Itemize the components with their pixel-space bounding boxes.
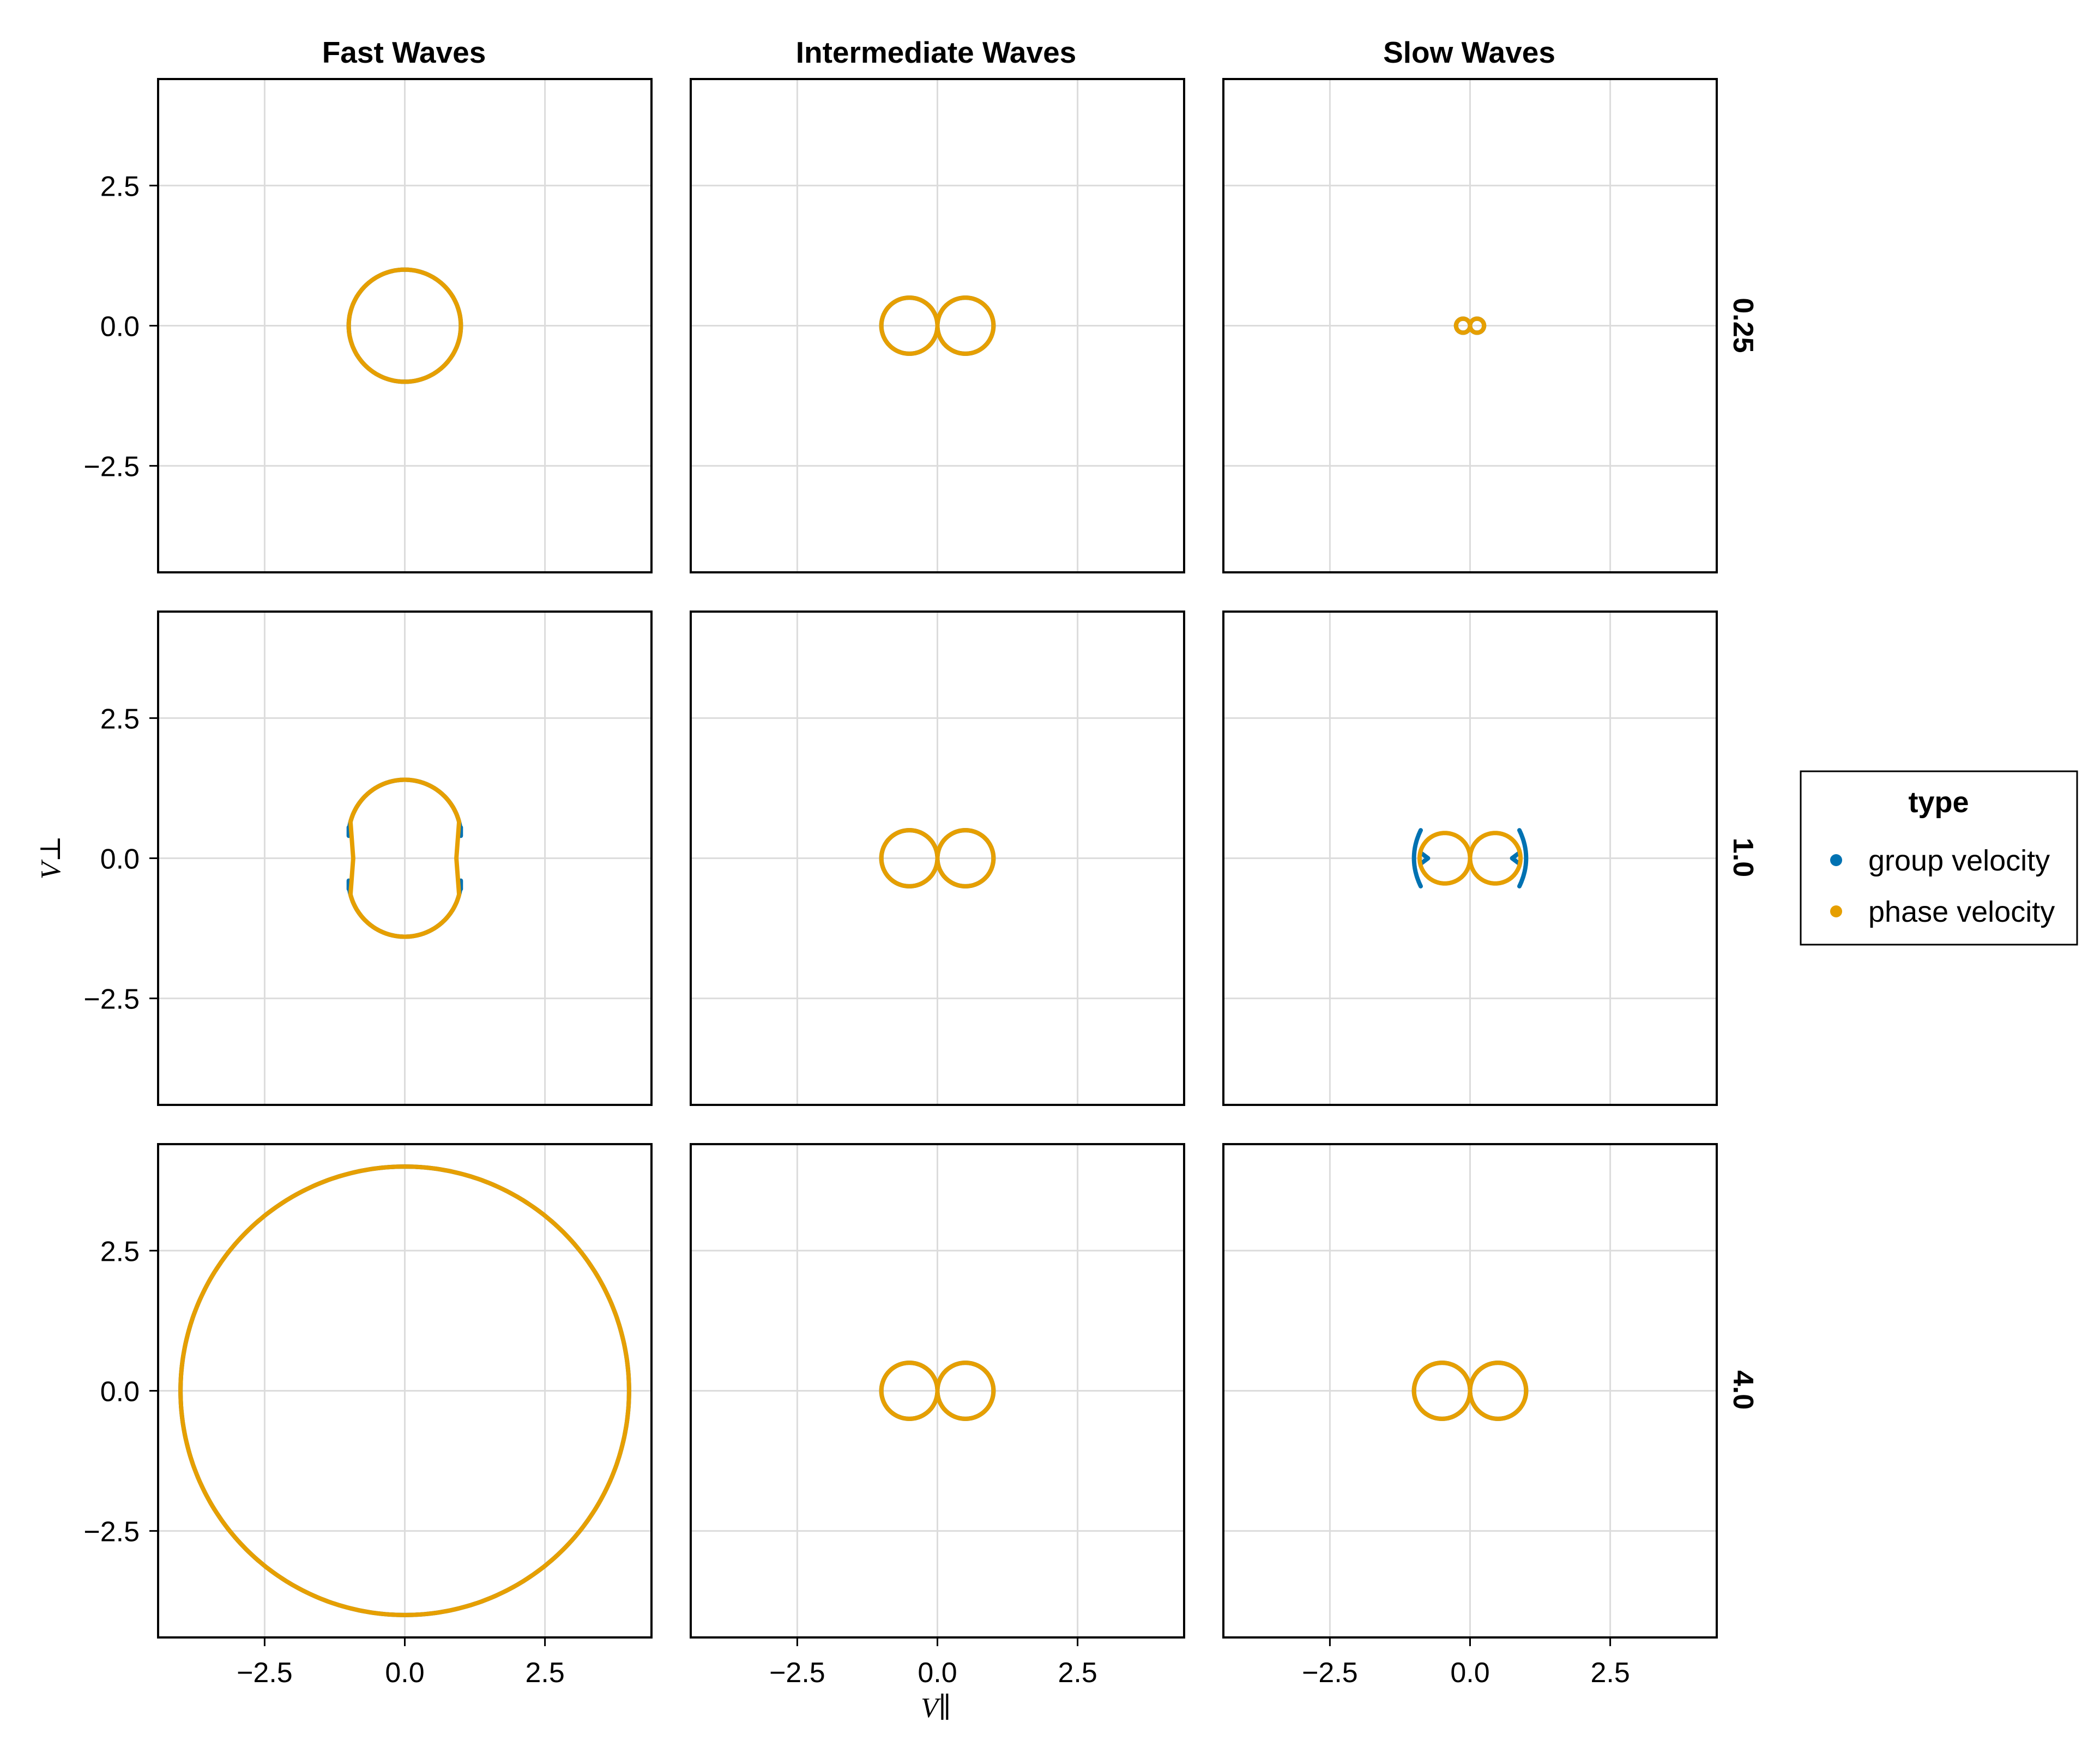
y-tick-label-1: 0.0: [100, 1376, 140, 1408]
panel-r2-c2: −2.5 0.0 2.5: [1222, 1143, 1718, 1689]
legend-label-group-velocity: group velocity: [1868, 844, 2050, 877]
series-phase-velocity-0: [348, 777, 462, 939]
series-phase-velocity-0: [879, 828, 996, 888]
series-group-velocity-3: [1419, 851, 1431, 866]
y-tick-label-0: −2.5: [83, 451, 140, 483]
panel-series: [879, 1361, 996, 1421]
x-tick-label-0: −2.5: [237, 1657, 293, 1689]
panel-r2-c0: −2.5 0.0 2.5 −2.5 0.0 2.5: [83, 1143, 653, 1689]
x-tick-label-1: 0.0: [1450, 1657, 1489, 1689]
x-axis-label: V∥: [921, 1692, 951, 1724]
panel-r1-c2: [1222, 610, 1718, 1106]
x-tick-label-2: 2.5: [525, 1657, 564, 1689]
series-group-velocity-0: [1517, 828, 1529, 888]
series-phase-velocity-0: [879, 1361, 996, 1421]
x-tick-label-0: −2.5: [769, 1657, 825, 1689]
y-tick-label-2: 2.5: [100, 1236, 140, 1267]
column-title-slow: Slow Waves: [1383, 35, 1555, 69]
y-tick-label-2: 2.5: [100, 703, 140, 735]
panel-frame: [690, 78, 1185, 573]
x-tick-label-0: −2.5: [1302, 1657, 1358, 1689]
x-tick-label-1: 0.0: [385, 1657, 424, 1689]
legend-marker-group-velocity: [1830, 854, 1842, 866]
panel-frame: [690, 610, 1185, 1106]
series-phase-velocity-0: [1417, 831, 1523, 886]
series-phase-velocity-0: [346, 267, 463, 384]
y-axis-label: V⊥: [35, 836, 67, 880]
panel-frame: [1222, 78, 1718, 573]
y-tick-label-0: −2.5: [83, 1516, 140, 1548]
legend-title: type: [1908, 786, 1969, 819]
row-label-1: 1.0: [1727, 838, 1759, 877]
panel-series: [1453, 316, 1487, 335]
y-tick-label-2: 2.5: [100, 171, 140, 202]
series-phase-velocity-0: [178, 1164, 631, 1617]
panel-r0-c2: [1222, 78, 1718, 573]
y-tick-label-0: −2.5: [83, 984, 140, 1015]
y-tick-label-1: 0.0: [100, 844, 140, 875]
panel-series: [346, 777, 463, 939]
column-title-intermediate: Intermediate Waves: [796, 35, 1077, 69]
legend-marker-phase-velocity: [1830, 905, 1842, 917]
column-title-fast: Fast Waves: [322, 35, 486, 69]
panel-series: [879, 295, 996, 356]
panel-r1-c0: −2.5 0.0 2.5: [83, 610, 653, 1106]
legend-label-phase-velocity: phase velocity: [1868, 896, 2055, 928]
legend-box: [1800, 770, 2078, 946]
series-group-velocity-2: [1411, 828, 1423, 888]
panel-r0-c1: [690, 78, 1185, 573]
row-label-0: 0.25: [1727, 298, 1759, 353]
panel-series: [879, 828, 996, 888]
row-label-2: 4.0: [1727, 1370, 1759, 1410]
series-phase-velocity-0: [1411, 1361, 1529, 1421]
series-group-velocity-1: [1510, 851, 1521, 866]
panel-r1-c1: [690, 610, 1185, 1106]
panel-series: [1411, 828, 1529, 888]
panel-grid: −2.5 0.0 2.5 −2.5 0.0 2.5 −2.5 0.0 2.5 −2.5 0.0 2.5…: [83, 78, 1718, 1689]
series-phase-velocity-0: [1453, 316, 1487, 335]
panel-frame: [1222, 610, 1718, 1106]
x-tick-label-1: 0.0: [918, 1657, 957, 1689]
panel-r2-c1: −2.5 0.0 2.5: [690, 1143, 1185, 1689]
panel-r0-c0: −2.5 0.0 2.5: [83, 78, 653, 573]
y-tick-label-1: 0.0: [100, 311, 140, 343]
panel-series: [178, 1164, 631, 1617]
panel-series: [1411, 1361, 1529, 1421]
series-phase-velocity-0: [879, 295, 996, 356]
x-tick-label-2: 2.5: [1058, 1657, 1097, 1689]
panel-series: [346, 267, 463, 384]
legend: type group velocity phase velocity: [1800, 770, 2078, 946]
x-tick-label-2: 2.5: [1590, 1657, 1630, 1689]
